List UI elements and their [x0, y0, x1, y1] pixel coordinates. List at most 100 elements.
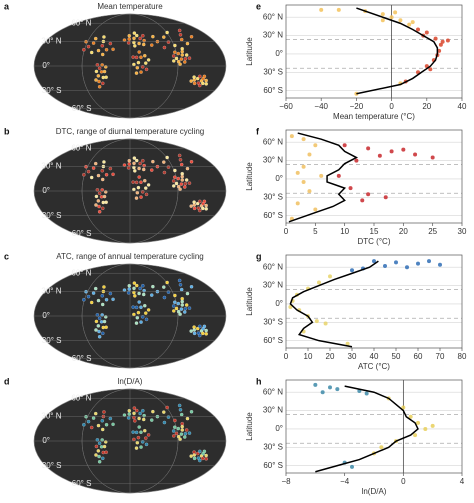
lat-label: 60° S: [72, 479, 92, 488]
scatter-point: [416, 27, 420, 32]
map-dot: [102, 319, 107, 324]
map-dot: [144, 442, 149, 447]
y-tick-label: 60° N: [263, 387, 283, 396]
map-dot: [99, 445, 104, 449]
map-dot: [173, 168, 177, 173]
map-dot: [172, 59, 176, 63]
map-dot: [137, 175, 141, 179]
map-dot: [180, 53, 184, 57]
scatter-point: [408, 414, 413, 419]
map-dot: [132, 415, 136, 420]
map-dot: [132, 31, 137, 35]
map-dot: [198, 208, 202, 213]
map-dot: [184, 303, 189, 307]
scatter-point: [433, 36, 438, 41]
map-dot: [104, 298, 109, 302]
map-dot: [95, 188, 100, 192]
map-dot: [86, 44, 91, 49]
map-dot: [185, 291, 190, 296]
map-dot: [198, 333, 202, 338]
map-dot: [99, 195, 104, 199]
map-dot: [142, 413, 146, 418]
y-tick-label: 30° S: [263, 317, 283, 326]
map-dot: [95, 63, 100, 67]
lat-label: 0°: [42, 61, 50, 70]
map-dot: [82, 298, 86, 302]
map-dot: [91, 41, 96, 45]
map-dot: [144, 436, 148, 440]
map-dot: [202, 74, 207, 79]
scatter-point: [289, 134, 294, 139]
map-dot: [171, 429, 176, 433]
map-dot: [138, 161, 142, 166]
scatter-point: [336, 7, 341, 12]
lat-label: 60° N: [71, 143, 91, 152]
map-dot: [162, 170, 167, 175]
map-dot: [132, 286, 136, 291]
map-dot: [134, 305, 139, 310]
map-dot: [177, 28, 182, 33]
lat-label: 0°: [42, 436, 50, 445]
y-tick-label: 60° N: [263, 262, 283, 271]
x-axis-label: ATC (°C): [358, 362, 390, 371]
scatter-point: [383, 195, 388, 200]
map-dot: [101, 450, 105, 455]
scatter-point: [413, 433, 418, 438]
map-dot: [84, 290, 88, 294]
scatter-point: [438, 262, 442, 267]
map-dot: [185, 41, 190, 46]
map-dot: [84, 40, 88, 44]
map-dot: [89, 175, 94, 180]
y-axis-label: Latitude: [245, 162, 254, 191]
lat-label: 60° S: [72, 229, 92, 238]
map-dot: [183, 307, 188, 311]
map-dot: [204, 203, 208, 208]
scatter-point: [307, 189, 312, 194]
map-dot: [176, 301, 181, 306]
map-dot: [192, 81, 197, 86]
map-dot: [134, 446, 139, 450]
x-tick-label: −40: [314, 102, 328, 111]
map-dot: [202, 324, 207, 329]
map-dot: [195, 326, 200, 331]
map-dot: [102, 35, 106, 39]
map-dot: [122, 288, 127, 292]
map-dot: [144, 317, 149, 322]
map-dot: [174, 56, 179, 61]
map-dot: [179, 57, 184, 61]
map-dot: [94, 444, 99, 449]
scatter-point: [372, 259, 376, 264]
map-dot: [183, 435, 187, 439]
x-tick-label: 50: [392, 352, 401, 361]
x-tick-label: 60: [414, 352, 423, 361]
scatter-point: [335, 387, 340, 392]
map-dot: [101, 81, 105, 86]
map-dot: [102, 285, 106, 289]
map-dot: [198, 83, 202, 88]
map-dot: [94, 69, 99, 74]
map-dot: [94, 453, 98, 457]
map-dot: [172, 434, 176, 438]
map-dot: [86, 294, 91, 299]
panel-label: g: [256, 251, 262, 261]
map-dot: [184, 53, 189, 57]
map-dot: [184, 428, 189, 432]
map-dot: [100, 169, 104, 173]
median-line: [288, 132, 359, 223]
lat-label: 30° N: [41, 411, 61, 420]
x-tick-label: 0: [284, 227, 289, 236]
map-dot: [165, 30, 169, 35]
scatter-point: [389, 149, 394, 154]
map-dot: [96, 449, 101, 453]
map-dot: [132, 437, 136, 442]
map-dot: [100, 63, 104, 67]
map-dot: [178, 312, 182, 316]
scatter-point: [398, 18, 403, 23]
map-dot: [176, 176, 181, 181]
scatter-point: [401, 147, 406, 152]
map-dot: [137, 300, 141, 304]
x-tick-label: 70: [436, 352, 445, 361]
map-dot: [96, 48, 101, 53]
map-dot: [179, 307, 184, 311]
